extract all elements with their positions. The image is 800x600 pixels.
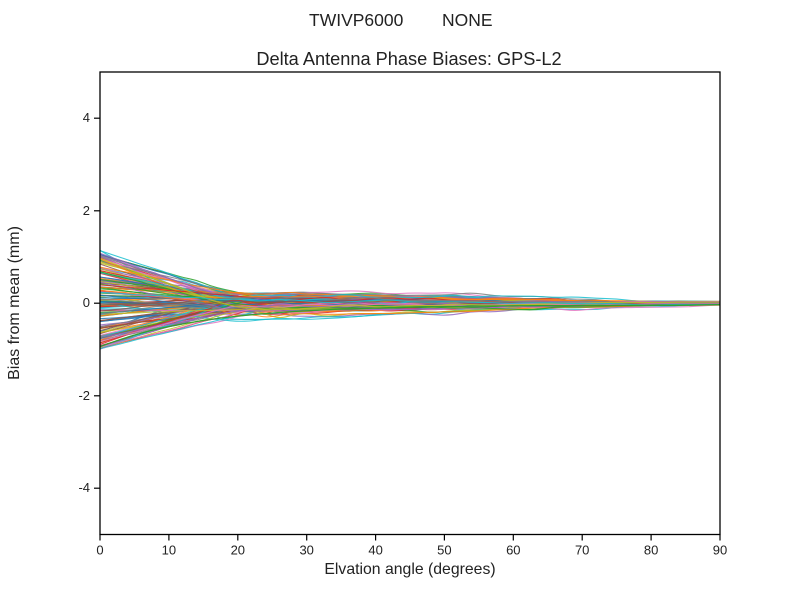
svg-text:30: 30 (299, 543, 313, 558)
svg-text:-2: -2 (78, 388, 90, 403)
svg-text:40: 40 (368, 543, 382, 558)
svg-text:-4: -4 (78, 480, 90, 495)
svg-text:10: 10 (162, 543, 176, 558)
svg-text:90: 90 (713, 543, 727, 558)
svg-text:20: 20 (231, 543, 245, 558)
svg-text:2: 2 (83, 203, 90, 218)
svg-text:50: 50 (437, 543, 451, 558)
svg-text:0: 0 (83, 295, 90, 310)
svg-text:0: 0 (96, 543, 103, 558)
svg-text:4: 4 (83, 110, 90, 125)
svg-text:60: 60 (506, 543, 520, 558)
svg-text:80: 80 (644, 543, 658, 558)
svg-text:70: 70 (575, 543, 589, 558)
